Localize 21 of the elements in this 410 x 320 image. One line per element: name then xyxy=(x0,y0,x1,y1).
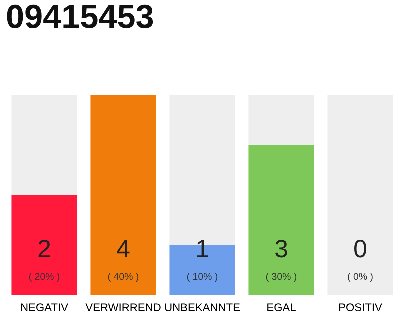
bar xyxy=(90,95,156,295)
annotation: ( 40% ) xyxy=(108,272,139,282)
annotation: ( 0% ) xyxy=(348,272,373,282)
bar xyxy=(248,145,314,295)
bar xyxy=(248,95,314,145)
annotation: ( 20% ) xyxy=(29,272,60,282)
bar xyxy=(12,195,78,295)
annotation: ( 30% ) xyxy=(266,272,297,282)
data-label: 3 xyxy=(276,240,288,258)
x-tick-label: VERWIRREND xyxy=(86,304,161,312)
data-label: 1 xyxy=(197,240,208,258)
x-tick-label: UNBEKANNTE xyxy=(165,304,240,312)
x-tick-label: POSITIV xyxy=(339,304,382,312)
data-label: 2 xyxy=(38,240,50,258)
data-label: 4 xyxy=(117,240,130,258)
annotation: 0 xyxy=(354,240,366,258)
bar xyxy=(12,95,78,195)
annotation: ( 10% ) xyxy=(187,272,218,282)
x-tick-label: NEGATIV xyxy=(21,304,68,312)
x-tick-label: EGAL xyxy=(268,304,296,312)
chart-title: 09415453 xyxy=(7,4,154,29)
